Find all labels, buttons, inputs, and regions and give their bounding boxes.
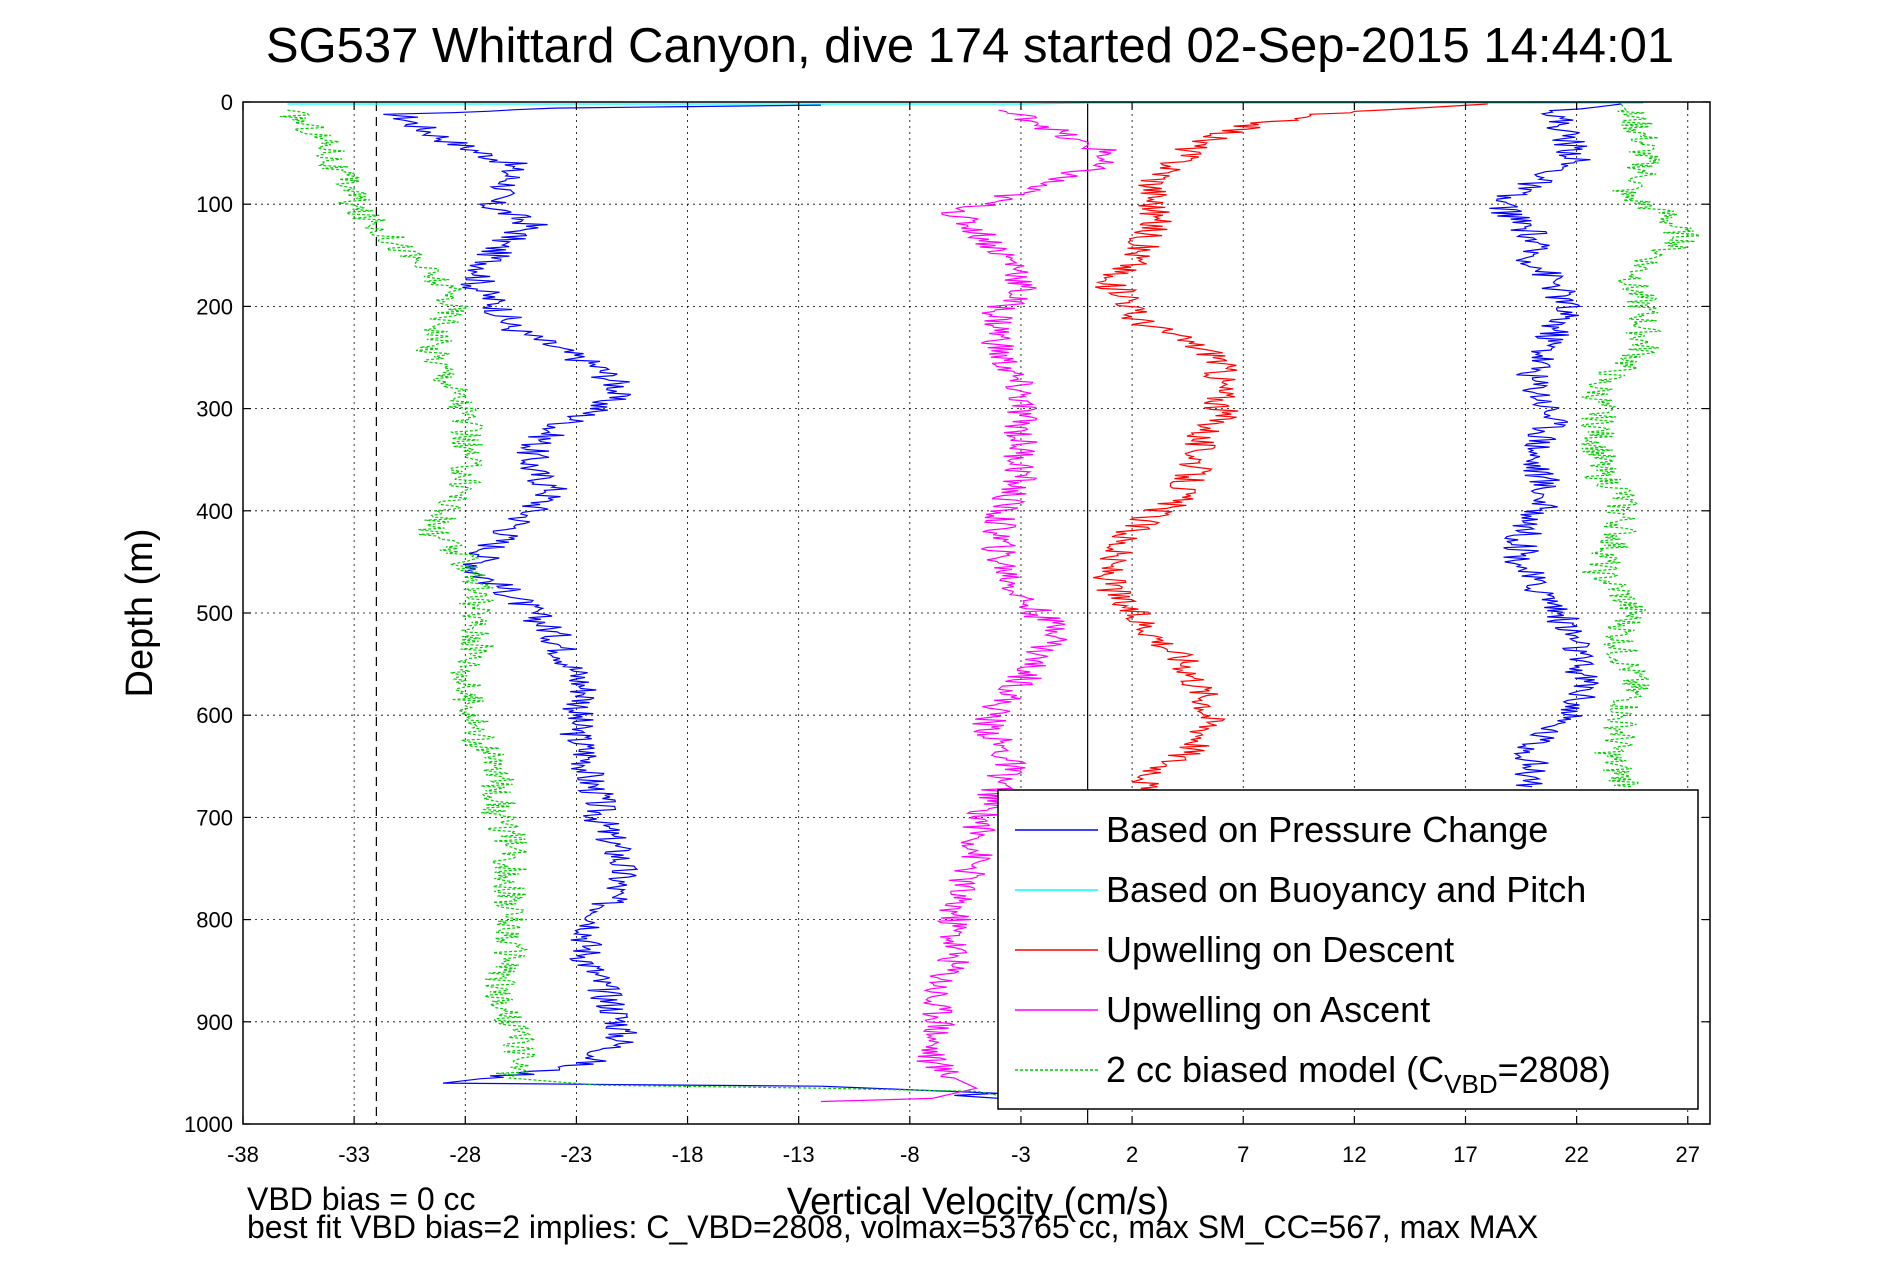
annotation-best-fit: best fit VBD bias=2 implies: C_VBD=2808,… xyxy=(247,1209,1538,1245)
x-tick-label: -8 xyxy=(900,1142,920,1167)
x-axis-label: Vertical Velocity (cm/s) xyxy=(787,1181,1169,1223)
x-tick-label: 2 xyxy=(1126,1142,1138,1167)
legend-subscript: VBD xyxy=(1444,1069,1497,1099)
y-tick-label: 200 xyxy=(196,294,233,319)
y-tick-label: 700 xyxy=(196,805,233,830)
x-tick-label: -28 xyxy=(449,1142,481,1167)
series-line xyxy=(1489,103,1622,788)
x-tick-label: -3 xyxy=(1011,1142,1031,1167)
series-line xyxy=(280,109,1066,1103)
y-tick-label: 900 xyxy=(196,1010,233,1035)
series-line xyxy=(383,104,1044,1100)
x-tick-label: 27 xyxy=(1676,1142,1700,1167)
y-axis-label: Depth (m) xyxy=(119,529,161,698)
x-tick-label: -13 xyxy=(783,1142,815,1167)
annotation-vbd-bias: VBD bias = 0 cc xyxy=(247,1181,476,1217)
series-line xyxy=(820,109,1117,1103)
y-tick-label: 800 xyxy=(196,908,233,933)
x-tick-label: -18 xyxy=(672,1142,704,1167)
x-axis-ticks: -38 -33 -28 -23 -18 -13 -8 -3 2 7 12 17 22 27 xyxy=(227,102,1700,1167)
x-tick-label: -23 xyxy=(561,1142,593,1167)
y-axis-ticks: 0 100 200 300 400 500 600 700 800 900 1000 xyxy=(184,90,1710,1137)
series-line xyxy=(287,102,1644,105)
y-tick-label: 500 xyxy=(196,601,233,626)
legend-label: Based on Pressure Change xyxy=(1106,809,1548,850)
legend-label: Upwelling on Descent xyxy=(1106,929,1454,970)
y-tick-label: 600 xyxy=(196,703,233,728)
x-tick-label: 17 xyxy=(1453,1142,1477,1167)
y-tick-label: 100 xyxy=(196,192,233,217)
y-tick-label: 300 xyxy=(196,397,233,422)
y-tick-label: 1000 xyxy=(184,1112,233,1137)
y-tick-label: 0 xyxy=(221,90,233,115)
chart-title: SG537 Whittard Canyon, dive 174 started … xyxy=(266,19,1674,73)
legend: Based on Pressure Change Based on Buoyanc… xyxy=(997,789,1699,1110)
x-tick-label: -33 xyxy=(338,1142,370,1167)
legend-label: Based on Buoyancy and Pitch xyxy=(1106,869,1586,910)
legend-box xyxy=(997,789,1699,1110)
x-tick-label: 7 xyxy=(1237,1142,1249,1167)
series-layer xyxy=(280,102,1701,1103)
series-line xyxy=(1093,103,1488,818)
series-line xyxy=(1579,103,1701,788)
y-tick-label: 400 xyxy=(196,499,233,524)
x-tick-label: -38 xyxy=(227,1142,259,1167)
legend-suffix: =2808) xyxy=(1498,1049,1611,1090)
legend-label: Upwelling on Ascent xyxy=(1106,989,1430,1030)
x-tick-label: 12 xyxy=(1342,1142,1366,1167)
x-tick-label: 22 xyxy=(1564,1142,1588,1167)
